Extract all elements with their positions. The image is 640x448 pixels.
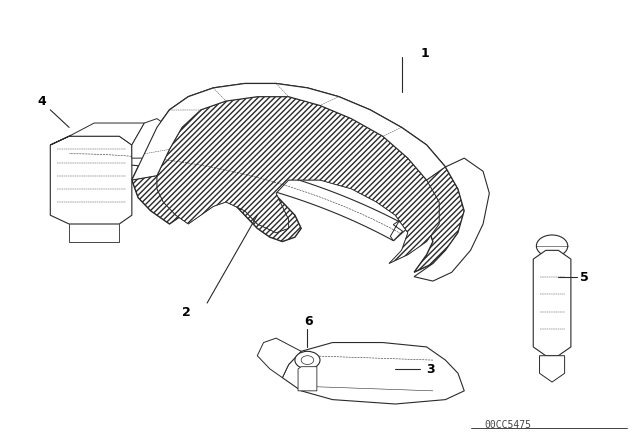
Text: 4: 4 bbox=[38, 95, 47, 108]
Polygon shape bbox=[69, 145, 409, 241]
Polygon shape bbox=[257, 338, 301, 378]
Polygon shape bbox=[282, 343, 464, 404]
Circle shape bbox=[301, 356, 314, 365]
Polygon shape bbox=[414, 158, 490, 281]
Text: 3: 3 bbox=[427, 363, 435, 376]
Text: 5: 5 bbox=[580, 271, 589, 284]
Polygon shape bbox=[51, 123, 145, 145]
Polygon shape bbox=[390, 220, 403, 241]
Text: 00CC5475: 00CC5475 bbox=[484, 420, 532, 431]
Circle shape bbox=[295, 351, 320, 369]
Polygon shape bbox=[298, 366, 317, 391]
Text: 1: 1 bbox=[420, 47, 429, 60]
Polygon shape bbox=[132, 83, 445, 180]
Polygon shape bbox=[51, 136, 132, 224]
Polygon shape bbox=[132, 83, 464, 272]
Text: 2: 2 bbox=[182, 306, 191, 319]
Polygon shape bbox=[533, 250, 571, 356]
Polygon shape bbox=[132, 119, 170, 158]
Text: 6: 6 bbox=[305, 315, 313, 328]
Polygon shape bbox=[540, 356, 564, 382]
Polygon shape bbox=[157, 97, 439, 263]
Circle shape bbox=[536, 235, 568, 257]
